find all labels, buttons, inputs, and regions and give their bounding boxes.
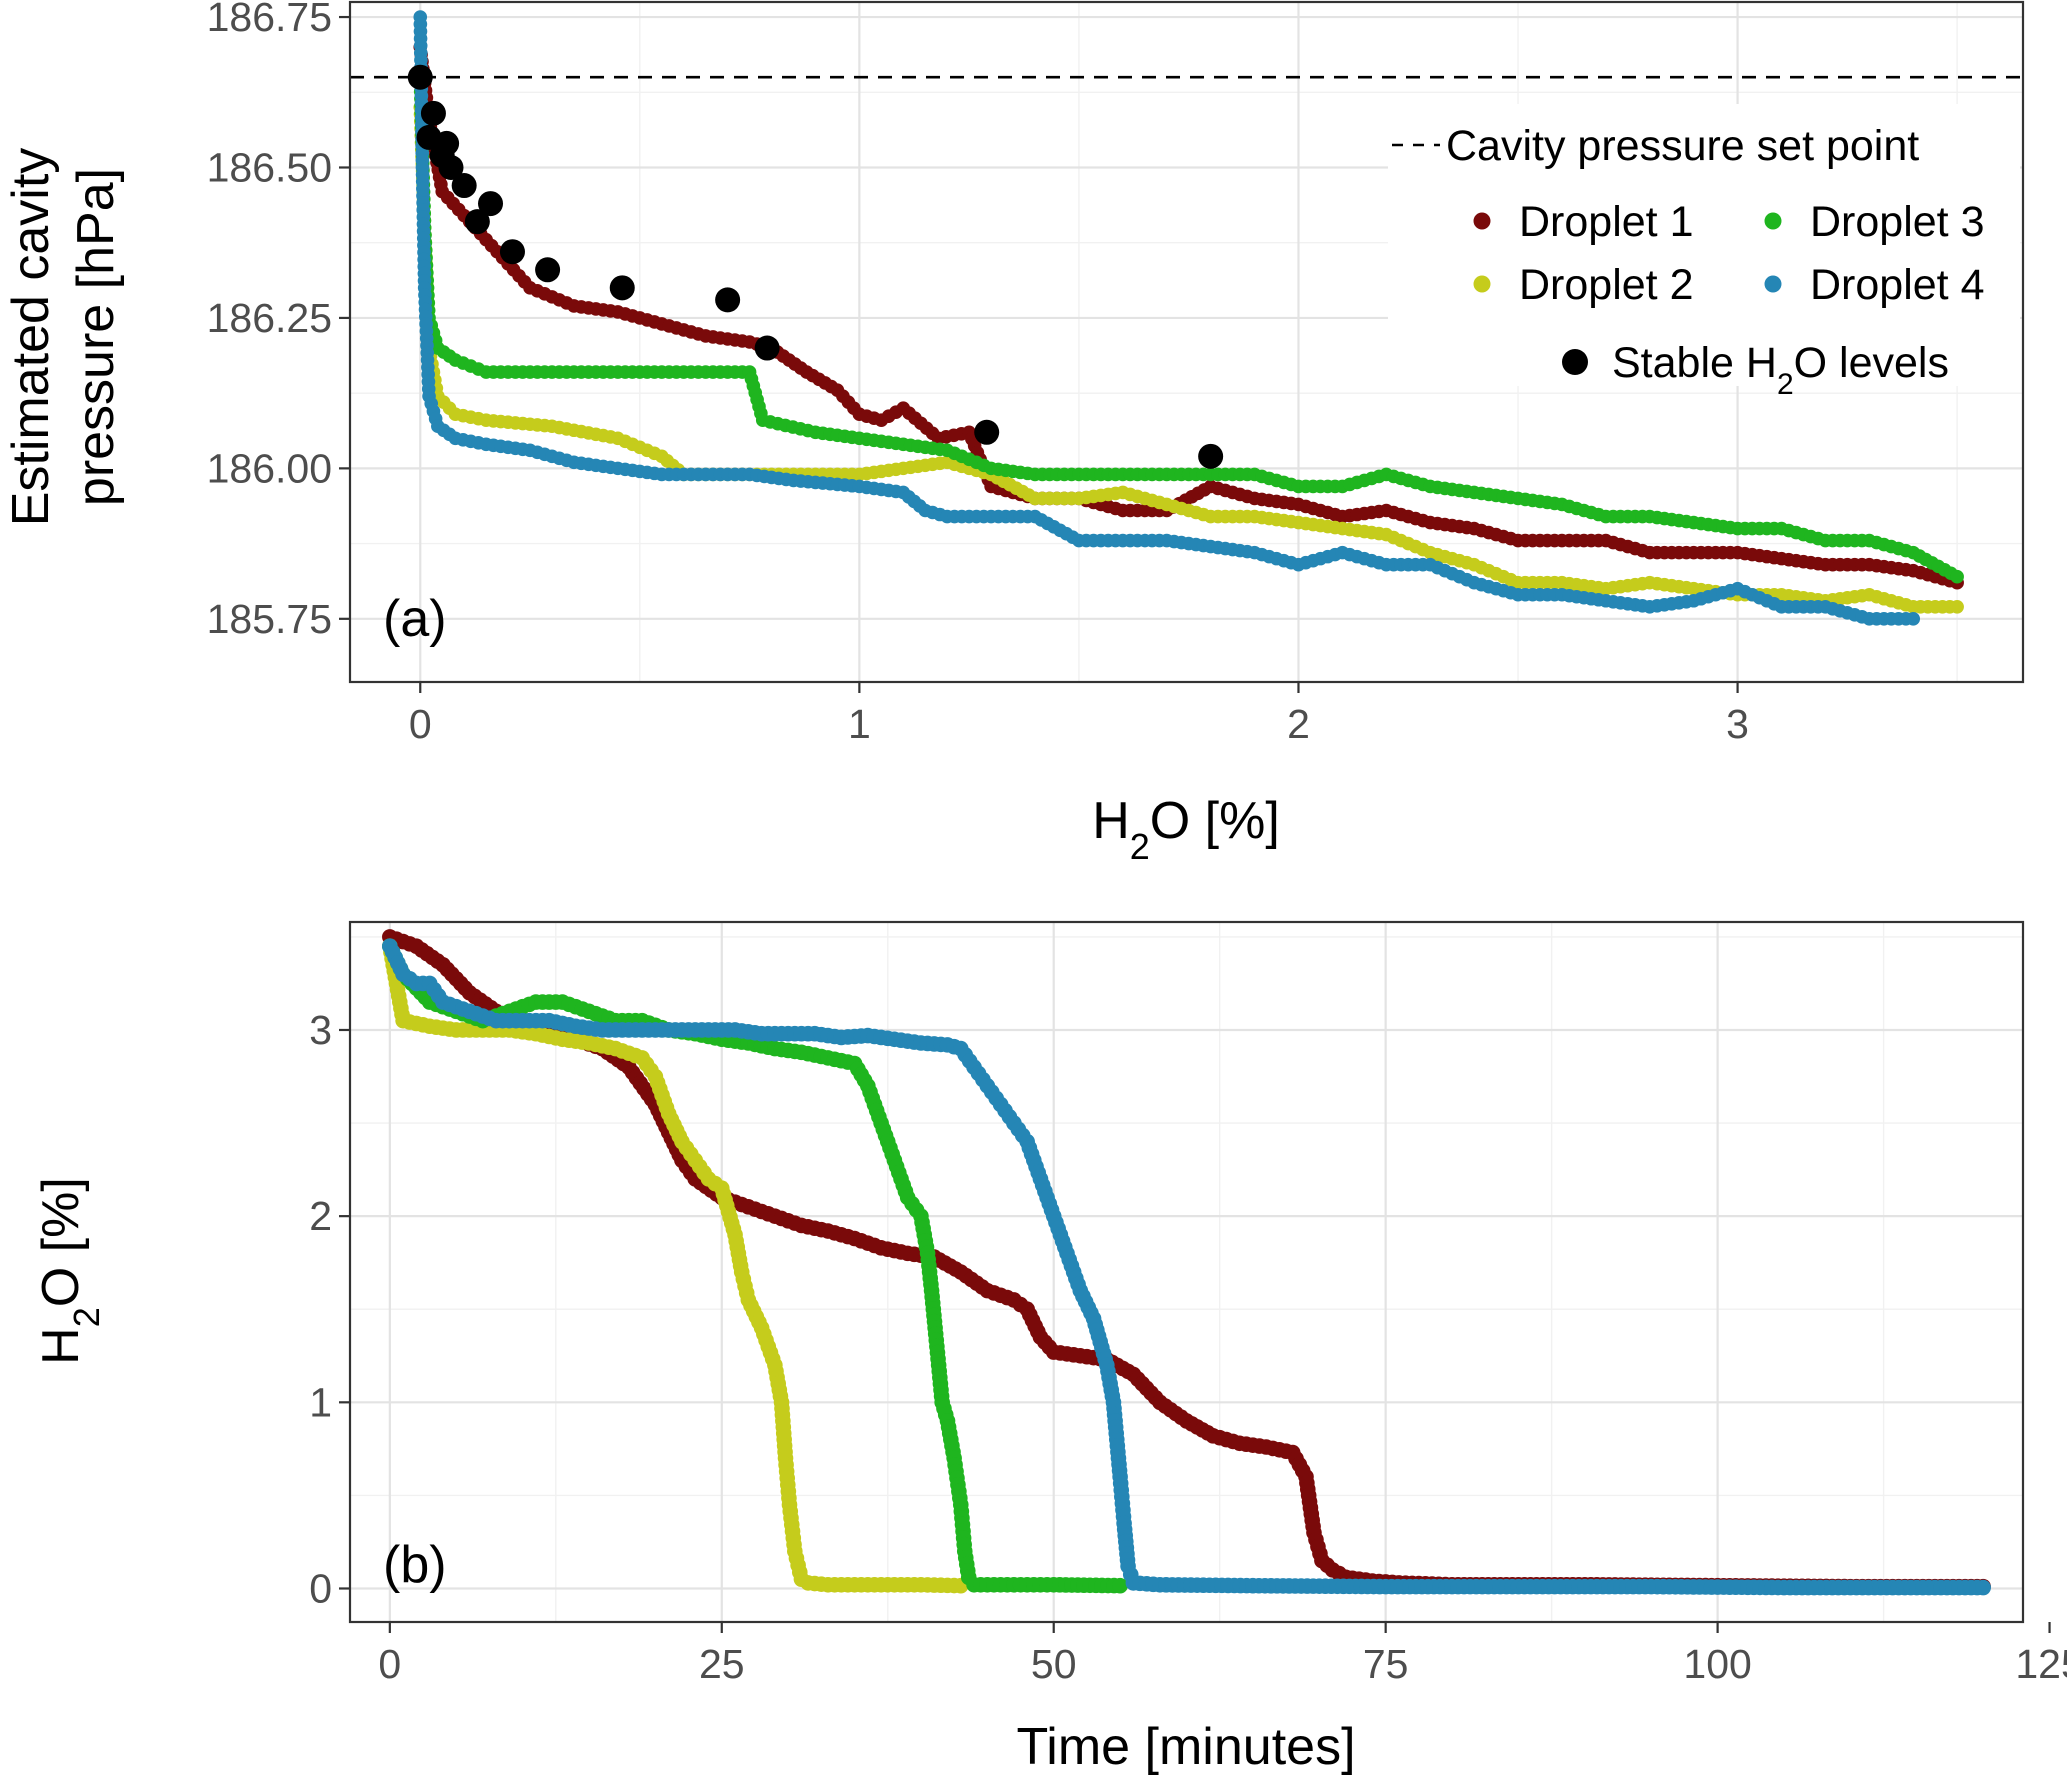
- stable-level-point: [464, 209, 490, 235]
- droplet-3-point: [1950, 569, 1964, 584]
- legend-stable-key: [1562, 349, 1588, 375]
- x-tick-label-0: 0: [409, 701, 432, 747]
- stable-level-point: [609, 275, 635, 301]
- x-tick-label-25: 25: [699, 1641, 745, 1687]
- stable-level-point: [535, 257, 561, 283]
- panel-a-y-axis-title-line1: Estimated cavity: [2, 148, 60, 527]
- panel-a-chart: Cavity pressure set point Droplet 1 Drop…: [2, 0, 2025, 867]
- legend-droplet-3-label: Droplet 3: [1810, 198, 1984, 246]
- legend: Cavity pressure set point Droplet 1 Drop…: [1388, 104, 2020, 401]
- y-tick-label-1: 1: [309, 1379, 332, 1425]
- panel-b-ticks: [339, 1028, 2051, 1633]
- panel-a-border: [348, 0, 2025, 684]
- droplet-4-point: [1975, 1579, 1991, 1596]
- stable-level-point: [478, 191, 504, 217]
- y-tick-label-186-00: 186.00: [207, 445, 332, 491]
- panel-b-y-tick-labels: 0 1 2 3: [309, 1007, 332, 1612]
- series-droplet-3: [413, 70, 1964, 584]
- stable-level-point: [715, 287, 741, 313]
- series-droplet-4: [382, 938, 1991, 1596]
- stable-level-point: [451, 173, 477, 199]
- legend-droplet-2-label: Droplet 2: [1519, 261, 1693, 309]
- stable-level-point: [407, 64, 433, 90]
- x-tick-label-2: 2: [1287, 701, 1310, 747]
- panel-a-tag: (a): [383, 590, 447, 648]
- legend-droplet-1-label: Droplet 1: [1519, 198, 1693, 246]
- stable-level-point: [420, 100, 446, 126]
- y-tick-label-186-75: 186.75: [207, 0, 332, 40]
- stable-level-point: [974, 419, 1000, 445]
- series-droplet-4: [413, 10, 1921, 626]
- stable-points: [407, 64, 1224, 469]
- legend-droplet-3-key: [1764, 212, 1782, 230]
- x-tick-label-50: 50: [1031, 1641, 1077, 1687]
- panel-b-x-tick-labels: 0 25 50 75 100 125: [378, 1641, 2067, 1687]
- panel-b-x-axis-title: Time [minutes]: [1016, 1718, 1355, 1776]
- droplet-2-point: [1950, 599, 1964, 614]
- panel-b-grid: [350, 922, 2023, 1622]
- x-tick-label-1: 1: [848, 701, 871, 747]
- stable-level-point: [438, 154, 464, 180]
- legend-droplet-1-key: [1473, 212, 1491, 230]
- panel-b-y-axis-title: H2O [%]: [32, 1177, 107, 1365]
- panel-b-tag: (b): [383, 1536, 447, 1594]
- legend-droplet-4-key: [1764, 275, 1782, 293]
- panel-b-border: [348, 920, 2025, 1624]
- panel-b-points: [382, 929, 1991, 1596]
- legend-stable-label: Stable H2O levels: [1612, 339, 1949, 401]
- x-tick-label-0: 0: [378, 1641, 401, 1687]
- stable-level-point: [499, 239, 525, 265]
- panel-a-x-axis-title: H2O [%]: [1092, 792, 1280, 867]
- x-tick-label-3: 3: [1726, 701, 1749, 747]
- panel-a-y-tick-labels: 185.75 186.00 186.25 186.50 186.75: [207, 0, 332, 642]
- y-tick-label-186-25: 186.25: [207, 295, 332, 341]
- y-tick-label-185-75: 185.75: [207, 596, 332, 642]
- legend-droplet-2-key: [1473, 275, 1491, 293]
- droplet-3-point: [1112, 1577, 1128, 1594]
- x-tick-label-100: 100: [1683, 1641, 1751, 1687]
- droplet-4-point: [1906, 612, 1921, 626]
- x-tick-label-125: 125: [2015, 1641, 2067, 1687]
- legend-droplet-4-label: Droplet 4: [1810, 261, 1984, 309]
- panel-a-ticks: [339, 15, 1739, 693]
- stable-level-point: [754, 335, 780, 361]
- y-tick-label-186-50: 186.50: [207, 144, 332, 190]
- y-tick-label-2: 2: [309, 1193, 332, 1239]
- y-tick-label-3: 3: [309, 1007, 332, 1053]
- panel-a-x-tick-labels: 0 1 2 3: [409, 701, 1749, 747]
- panel-a-y-axis-title-line2: pressure [hPa]: [67, 168, 125, 506]
- x-tick-label-75: 75: [1363, 1641, 1409, 1687]
- stable-level-point: [1198, 443, 1224, 469]
- legend-setpoint-label: Cavity pressure set point: [1446, 122, 1919, 170]
- panel-b-chart: 0 25 50 75 100 125 0 1 2 3 (b) Time [minutes] H2…: [32, 920, 2067, 1776]
- y-tick-label-0: 0: [309, 1565, 332, 1611]
